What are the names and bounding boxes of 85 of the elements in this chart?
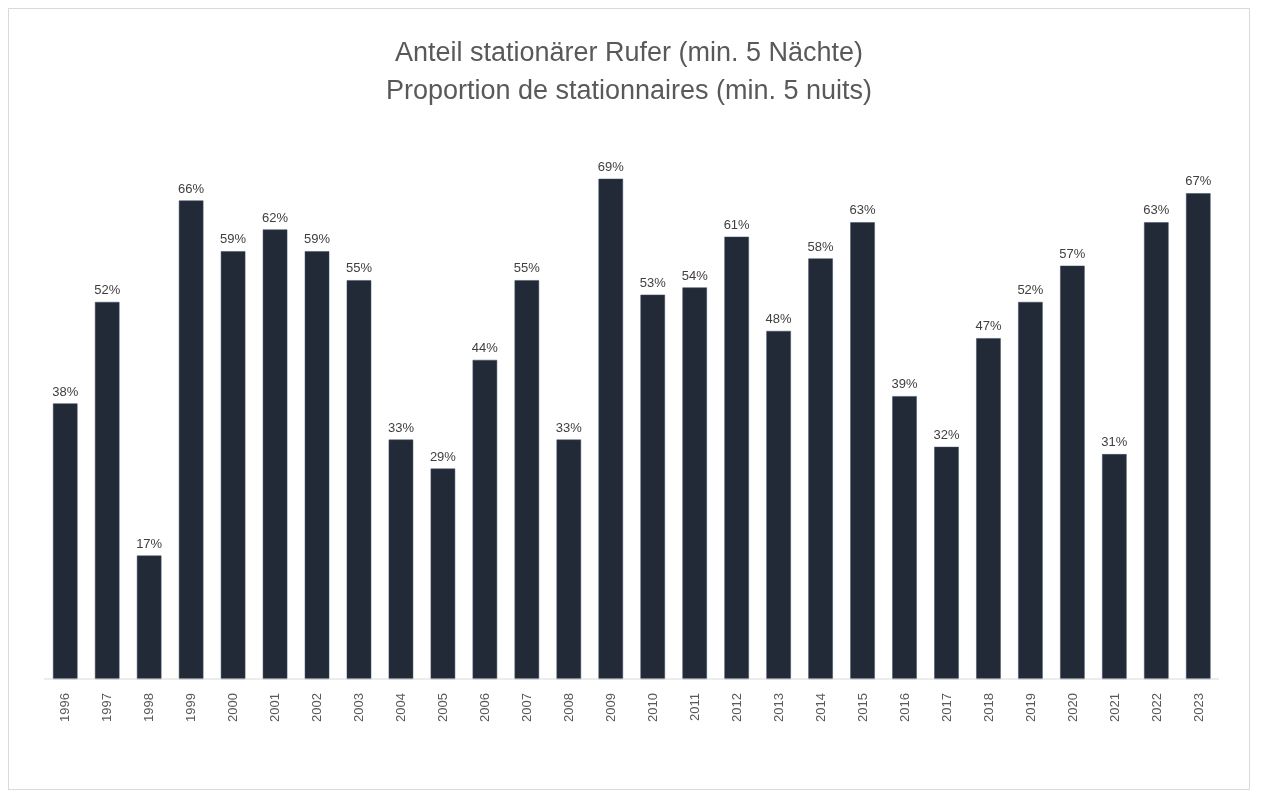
data-label: 48% bbox=[765, 311, 793, 327]
x-tick-label: 2022 bbox=[1148, 693, 1164, 722]
x-tick-label: 2010 bbox=[644, 693, 660, 722]
bar bbox=[682, 287, 707, 680]
bar bbox=[1102, 454, 1127, 680]
bar bbox=[136, 555, 162, 680]
x-tick-label: 1998 bbox=[141, 693, 157, 722]
x-tick-label: 2001 bbox=[267, 693, 283, 722]
data-label: 53% bbox=[639, 274, 667, 290]
data-label: 58% bbox=[807, 238, 835, 254]
bar bbox=[934, 446, 959, 680]
data-label: 63% bbox=[849, 202, 876, 218]
x-tick-label: 2004 bbox=[393, 693, 409, 722]
x-tick-label: 2008 bbox=[561, 693, 577, 722]
bar bbox=[1186, 193, 1211, 680]
data-label: 66% bbox=[178, 180, 205, 196]
bar bbox=[850, 222, 875, 680]
x-tick-label: 2011 bbox=[686, 693, 702, 721]
x-tick-label: 2007 bbox=[519, 693, 535, 722]
bar bbox=[52, 403, 78, 680]
bar bbox=[514, 280, 540, 680]
x-tick-label: 2019 bbox=[1022, 693, 1038, 722]
bar bbox=[388, 439, 414, 680]
bar bbox=[220, 251, 246, 680]
data-label: 54% bbox=[681, 267, 709, 283]
x-tick-label: 2012 bbox=[728, 693, 744, 722]
data-label: 52% bbox=[1017, 282, 1044, 298]
x-tick-label: 1996 bbox=[57, 693, 73, 722]
data-label: 17% bbox=[136, 535, 163, 551]
data-label: 57% bbox=[1059, 245, 1086, 261]
data-label: 67% bbox=[1185, 173, 1212, 189]
bar bbox=[766, 330, 791, 680]
bar bbox=[892, 396, 917, 680]
data-label: 61% bbox=[723, 216, 751, 232]
bar bbox=[640, 294, 665, 680]
bar bbox=[1144, 222, 1169, 680]
data-label: 33% bbox=[387, 419, 415, 435]
x-tick-label: 2014 bbox=[812, 693, 828, 722]
data-label: 59% bbox=[220, 231, 247, 247]
bar bbox=[1060, 265, 1085, 680]
x-tick-label: 2017 bbox=[938, 693, 954, 722]
bar bbox=[262, 229, 288, 680]
x-tick-label: 2021 bbox=[1106, 693, 1122, 722]
x-tick-label: 2006 bbox=[477, 693, 493, 722]
x-tick-label: 1997 bbox=[99, 693, 115, 722]
bar bbox=[304, 251, 330, 680]
data-label: 52% bbox=[94, 282, 121, 298]
x-tick-label: 2018 bbox=[980, 693, 996, 722]
x-tick-label: 2020 bbox=[1064, 693, 1080, 722]
x-tick-label: 2016 bbox=[896, 693, 912, 722]
bar bbox=[346, 280, 372, 680]
bar bbox=[472, 359, 498, 680]
data-label: 32% bbox=[933, 427, 960, 443]
x-tick-label: 2013 bbox=[770, 693, 786, 722]
data-label: 31% bbox=[1101, 434, 1128, 450]
bar bbox=[724, 236, 749, 680]
data-label: 62% bbox=[262, 209, 289, 225]
x-tick-label: 2005 bbox=[435, 693, 451, 722]
x-tick-label: 2015 bbox=[854, 693, 870, 722]
data-label: 29% bbox=[429, 448, 457, 464]
data-label: 69% bbox=[597, 159, 625, 174]
bar bbox=[430, 468, 456, 680]
x-tick-label: 2003 bbox=[351, 693, 367, 722]
data-label: 33% bbox=[555, 419, 583, 435]
x-tick-label: 2023 bbox=[1190, 693, 1206, 722]
data-label: 59% bbox=[304, 231, 331, 247]
x-tick-label: 1999 bbox=[183, 693, 199, 722]
bar bbox=[94, 301, 120, 680]
x-tick-label: 2002 bbox=[309, 693, 325, 722]
data-label: 63% bbox=[1143, 202, 1170, 218]
data-label: 44% bbox=[471, 340, 499, 356]
bar bbox=[808, 258, 833, 680]
bar bbox=[976, 338, 1001, 680]
bar bbox=[1018, 301, 1043, 680]
x-tick-label: 2000 bbox=[225, 693, 241, 722]
chart-title: Anteil stationärer Rufer (min. 5 Nächte) Proportion de stationnaires (min. 5 nuits) bbox=[384, 36, 874, 107]
data-label: 55% bbox=[513, 260, 541, 276]
bar bbox=[556, 439, 582, 680]
data-label: 47% bbox=[975, 318, 1002, 334]
x-tick-label: 2009 bbox=[603, 693, 619, 722]
bar bbox=[598, 178, 624, 680]
bar bbox=[178, 200, 204, 680]
data-label: 39% bbox=[891, 376, 918, 392]
data-label: 55% bbox=[345, 260, 373, 276]
data-label: 38% bbox=[52, 383, 79, 399]
